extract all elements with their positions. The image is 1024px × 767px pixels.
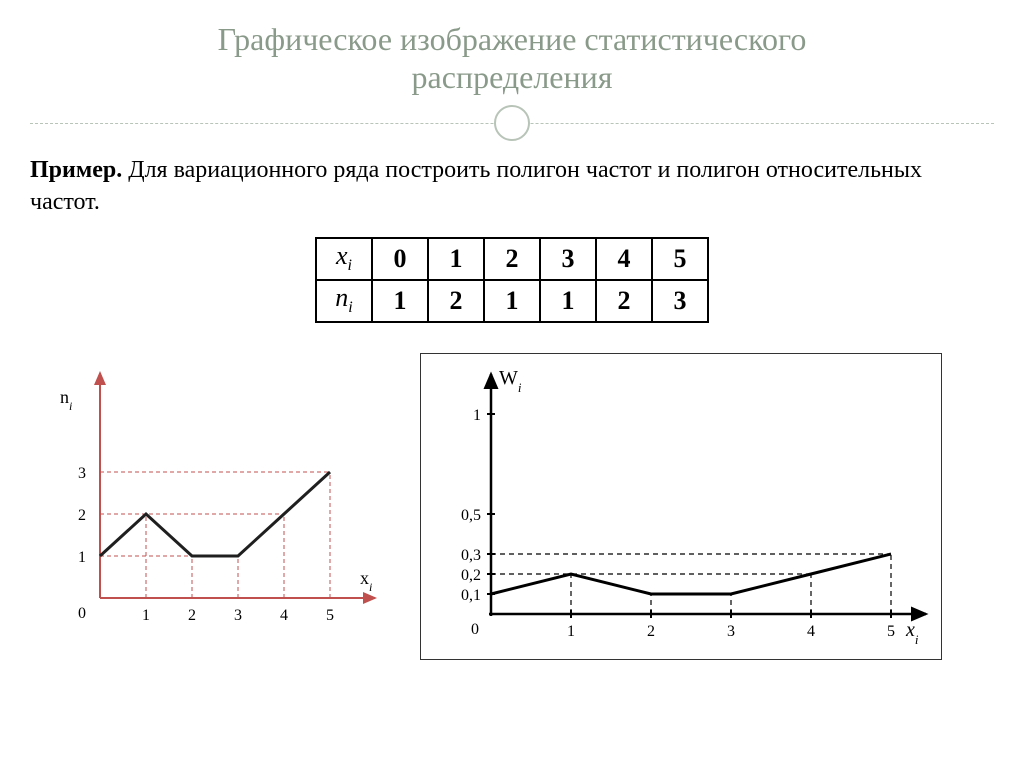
table-cell: 0 <box>372 238 428 280</box>
table-cell: 5 <box>652 238 708 280</box>
charts-row: 1 2 3 4 5 1 2 3 0 ni xi 0,1 0,2 0,3 0,5 1 1 2 3 4 5 0 Wi xi <box>30 353 994 660</box>
table-cell: 3 <box>540 238 596 280</box>
table-cell: 1 <box>540 280 596 322</box>
hdr-x: x <box>336 241 348 270</box>
table-cell: 2 <box>484 238 540 280</box>
svg-text:Wi: Wi <box>499 367 522 395</box>
table-cell: 3 <box>652 280 708 322</box>
chart-left-box: 1 2 3 4 5 1 2 3 0 ni xi <box>30 353 390 638</box>
title-line2: распределения <box>412 59 613 95</box>
table-header-x: xi <box>316 238 372 280</box>
svg-text:1: 1 <box>567 623 575 640</box>
svg-text:1: 1 <box>142 607 150 624</box>
svg-text:4: 4 <box>280 607 288 624</box>
svg-text:ni: ni <box>60 387 72 413</box>
svg-text:1: 1 <box>78 549 86 566</box>
svg-text:2: 2 <box>188 607 196 624</box>
svg-text:0,1: 0,1 <box>461 587 481 604</box>
relative-frequency-polygon-chart: 0,1 0,2 0,3 0,5 1 1 2 3 4 5 0 Wi xi <box>421 354 941 654</box>
slide: Графическое изображение статистического … <box>0 0 1024 767</box>
table-cell: 1 <box>372 280 428 322</box>
svg-text:1: 1 <box>473 407 481 424</box>
title-line1: Графическое изображение статистического <box>218 21 807 57</box>
example-paragraph: Пример. Для вариационного ряда построить… <box>30 154 994 219</box>
svg-text:0,5: 0,5 <box>461 507 481 524</box>
svg-text:0,2: 0,2 <box>461 567 481 584</box>
hdr-n: n <box>335 283 348 312</box>
svg-text:0: 0 <box>78 605 86 622</box>
circle-decoration <box>494 105 530 141</box>
slide-title: Графическое изображение статистического … <box>30 20 994 97</box>
svg-text:5: 5 <box>887 623 895 640</box>
table-cell: 2 <box>428 280 484 322</box>
svg-text:3: 3 <box>727 623 735 640</box>
table-cell: 4 <box>596 238 652 280</box>
svg-text:xi: xi <box>905 619 919 647</box>
hdr-x-sub: i <box>348 258 352 275</box>
svg-text:4: 4 <box>807 623 815 640</box>
svg-text:2: 2 <box>647 623 655 640</box>
table-cell: 2 <box>596 280 652 322</box>
data-table: xi 0 1 2 3 4 5 ni 1 2 1 1 2 3 <box>315 237 709 323</box>
table-cell: 1 <box>484 280 540 322</box>
example-bold: Пример. <box>30 157 122 183</box>
table-cell: 1 <box>428 238 484 280</box>
table-row: ni 1 2 1 1 2 3 <box>316 280 708 322</box>
svg-text:3: 3 <box>78 465 86 482</box>
example-body: Для вариационного ряда построить полигон… <box>30 157 922 215</box>
table-row: xi 0 1 2 3 4 5 <box>316 238 708 280</box>
svg-text:0,3: 0,3 <box>461 547 481 564</box>
svg-text:0: 0 <box>471 621 479 638</box>
table-header-n: ni <box>316 280 372 322</box>
hdr-n-sub: i <box>348 300 352 317</box>
svg-text:xi: xi <box>360 568 372 594</box>
chart-right-box: 0,1 0,2 0,3 0,5 1 1 2 3 4 5 0 Wi xi <box>420 353 942 660</box>
frequency-polygon-chart: 1 2 3 4 5 1 2 3 0 ni xi <box>30 353 390 633</box>
svg-text:2: 2 <box>78 507 86 524</box>
svg-text:5: 5 <box>326 607 334 624</box>
svg-text:3: 3 <box>234 607 242 624</box>
